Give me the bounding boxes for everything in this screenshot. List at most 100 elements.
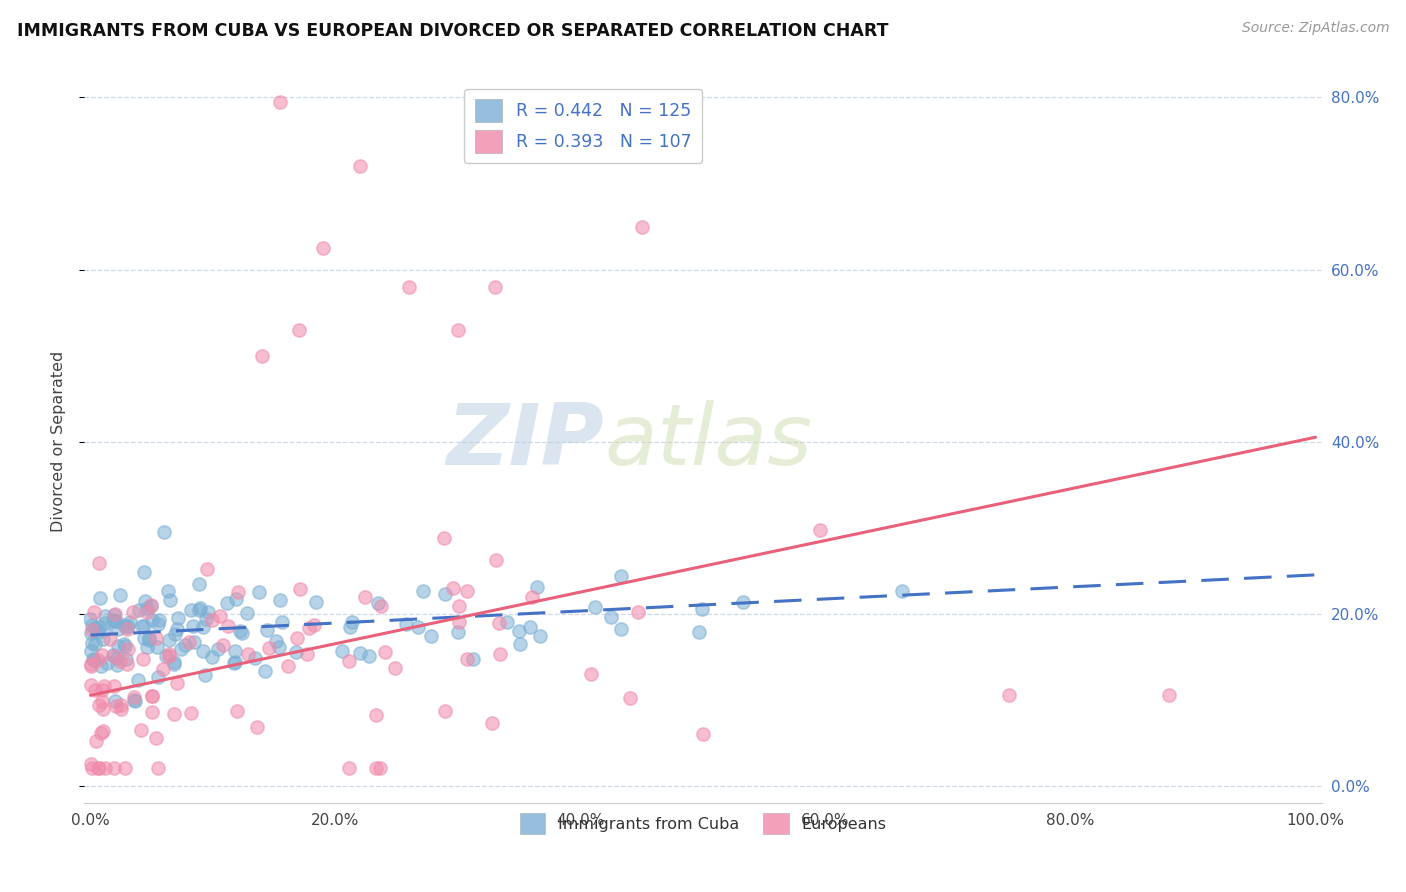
Point <box>138 632 160 647</box>
Point <box>208 608 231 623</box>
Point <box>330 644 353 658</box>
Point <box>110 702 132 716</box>
Point <box>481 716 503 731</box>
Point <box>107 639 129 653</box>
Point <box>456 584 478 599</box>
Point <box>157 647 180 661</box>
Point <box>349 159 371 173</box>
Point <box>583 599 606 614</box>
Point <box>447 615 470 629</box>
Point <box>115 657 138 672</box>
Point <box>619 690 641 705</box>
Point <box>447 323 470 337</box>
Text: Source: ZipAtlas.com: Source: ZipAtlas.com <box>1241 21 1389 35</box>
Point <box>139 599 162 614</box>
Point <box>269 593 291 607</box>
Point <box>132 631 155 645</box>
Point <box>79 612 101 626</box>
Point <box>157 583 180 598</box>
Point <box>447 624 470 639</box>
Point <box>217 619 239 633</box>
Point <box>183 619 205 633</box>
Point <box>610 569 633 583</box>
Point <box>526 580 548 594</box>
Point <box>201 614 224 628</box>
Point <box>82 617 104 632</box>
Point <box>90 658 112 673</box>
Point <box>222 656 245 670</box>
Point <box>114 637 136 651</box>
Point <box>117 619 139 633</box>
Point <box>136 640 159 655</box>
Point <box>141 613 163 627</box>
Point <box>114 639 136 653</box>
Text: IMMIGRANTS FROM CUBA VS EUROPEAN DIVORCED OR SEPARATED CORRELATION CHART: IMMIGRANTS FROM CUBA VS EUROPEAN DIVORCE… <box>17 22 889 40</box>
Point <box>103 614 125 628</box>
Point <box>141 690 163 704</box>
Point <box>145 631 167 645</box>
Point <box>80 636 103 650</box>
Point <box>146 640 169 655</box>
Point <box>370 599 392 614</box>
Point <box>89 591 111 605</box>
Point <box>83 653 105 667</box>
Point <box>114 652 136 666</box>
Point <box>627 605 650 619</box>
Point <box>599 610 621 624</box>
Point <box>87 625 110 640</box>
Point <box>153 524 176 539</box>
Point <box>79 644 101 658</box>
Point <box>131 619 153 633</box>
Point <box>215 596 238 610</box>
Point <box>733 595 755 609</box>
Point <box>302 618 325 632</box>
Point <box>96 656 118 670</box>
Point <box>89 698 111 712</box>
Point <box>488 615 510 630</box>
Point <box>288 582 311 596</box>
Point <box>339 619 361 633</box>
Point <box>124 694 146 708</box>
Point <box>224 655 246 669</box>
Point <box>394 616 416 631</box>
Point <box>247 585 270 599</box>
Point <box>157 648 180 663</box>
Point <box>1157 688 1180 702</box>
Point <box>488 647 510 661</box>
Point <box>368 761 391 775</box>
Point <box>135 600 157 615</box>
Point <box>90 694 112 708</box>
Point <box>298 621 321 635</box>
Point <box>225 592 247 607</box>
Point <box>155 649 177 664</box>
Point <box>146 617 169 632</box>
Point <box>103 607 125 622</box>
Point <box>107 622 129 636</box>
Point <box>90 726 112 740</box>
Point <box>349 646 371 660</box>
Point <box>86 733 108 747</box>
Y-axis label: Divorced or Separated: Divorced or Separated <box>51 351 66 533</box>
Point <box>166 622 188 636</box>
Point <box>433 531 456 545</box>
Point <box>146 761 169 775</box>
Point <box>195 612 218 626</box>
Legend: Immigrants from Cuba, Europeans: Immigrants from Cuba, Europeans <box>512 805 894 842</box>
Point <box>141 690 163 704</box>
Point <box>259 640 281 655</box>
Text: atlas: atlas <box>605 400 813 483</box>
Point <box>197 605 219 619</box>
Point <box>89 761 111 775</box>
Point <box>194 667 217 681</box>
Point <box>193 644 215 658</box>
Point <box>367 597 389 611</box>
Point <box>107 657 129 672</box>
Point <box>104 694 127 708</box>
Point <box>195 562 218 576</box>
Point <box>529 629 551 643</box>
Point <box>86 761 108 775</box>
Point <box>165 626 187 640</box>
Point <box>228 584 250 599</box>
Point <box>91 683 114 698</box>
Point <box>83 637 105 651</box>
